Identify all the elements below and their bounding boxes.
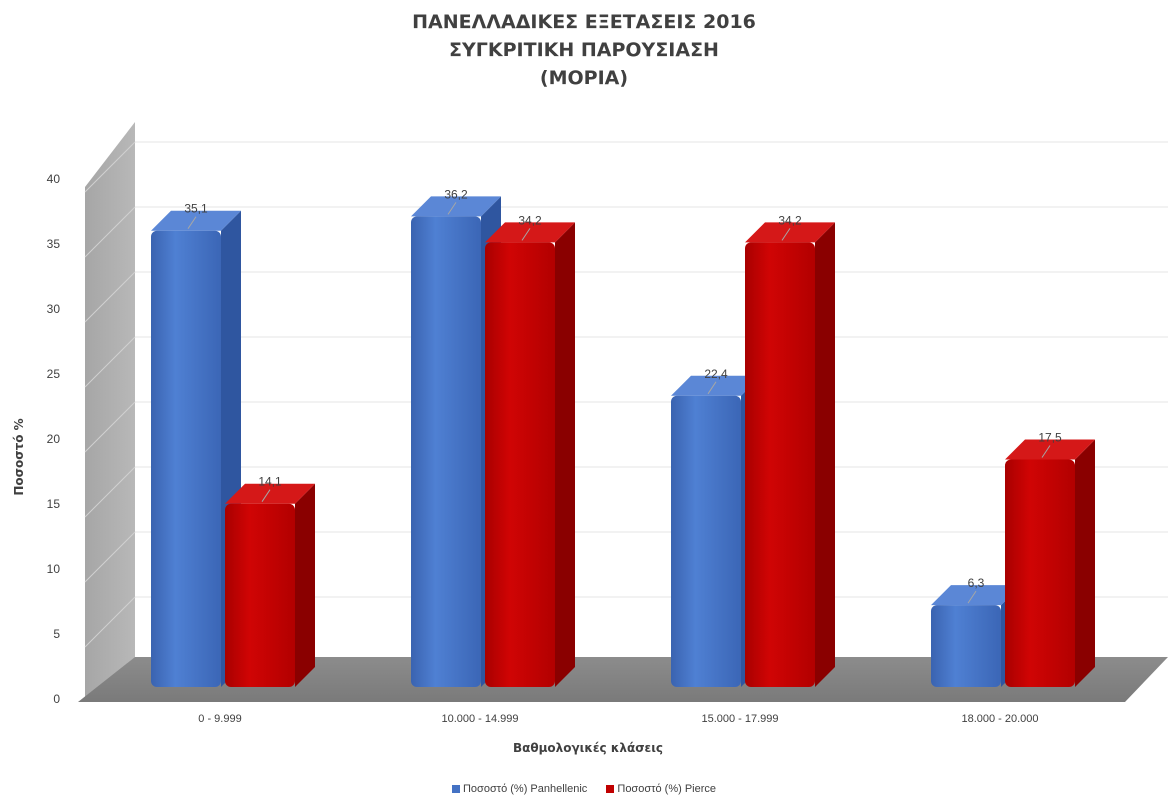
bar-0-2 <box>671 396 741 687</box>
y-tick-label: 40 <box>47 172 61 186</box>
legend-label-panhellenic: Ποσοστό (%) Panhellenic <box>463 783 587 795</box>
bar-0-0 <box>151 231 221 687</box>
data-label: 34,2 <box>518 213 542 227</box>
bar-1-2 <box>745 242 815 687</box>
y-tick-label: 0 <box>53 692 60 706</box>
side-wall <box>85 122 135 702</box>
legend: Ποσοστό (%) Panhellenic Ποσοστό (%) Pier… <box>0 783 1168 796</box>
x-tick-label: 10.000 - 14.999 <box>441 713 518 725</box>
bar-0-1 <box>411 216 481 687</box>
legend-label-pierce: Ποσοστό (%) Pierce <box>617 783 716 795</box>
y-tick-label: 25 <box>47 367 61 381</box>
bar-0-3 <box>931 605 1001 687</box>
bar-side-1-2 <box>815 222 835 687</box>
bar-side-1-1 <box>555 222 575 687</box>
y-axis-title: Ποσοστό % <box>12 418 26 495</box>
bar-1-1 <box>485 242 555 687</box>
bar-side-1-3 <box>1075 440 1095 688</box>
x-tick-label: 15.000 - 17.999 <box>701 713 778 725</box>
bar-side-1-0 <box>295 484 315 687</box>
chart-plot: 35,1 14,1 36,2 34,2 22,4 34,2 6,3 17,5 0 5 10 15 20… <box>0 0 1168 780</box>
legend-swatch-red <box>606 785 614 793</box>
x-tick-label: 0 - 9.999 <box>198 713 241 725</box>
bar-1-0 <box>225 504 295 687</box>
x-axis-title: Βαθμολογικές κλάσεις <box>513 741 663 755</box>
y-tick-label: 30 <box>47 302 61 316</box>
data-label: 22,4 <box>704 367 728 381</box>
y-tick-label: 5 <box>53 627 60 641</box>
data-label: 34,2 <box>778 213 802 227</box>
data-label: 14,1 <box>258 475 282 489</box>
x-tick-label: 18.000 - 20.000 <box>961 713 1038 725</box>
y-tick-label: 35 <box>47 237 61 251</box>
y-tick-label: 15 <box>47 497 61 511</box>
y-tick-label: 20 <box>47 432 61 446</box>
legend-item-pierce: Ποσοστό (%) Pierce <box>606 783 716 795</box>
data-label: 17,5 <box>1038 431 1062 445</box>
data-label: 36,2 <box>444 187 468 201</box>
legend-swatch-blue <box>452 785 460 793</box>
y-tick-label: 10 <box>47 562 61 576</box>
data-label: 6,3 <box>968 576 985 590</box>
legend-item-panhellenic: Ποσοστό (%) Panhellenic <box>452 783 587 795</box>
bar-1-3 <box>1005 460 1075 688</box>
data-label: 35,1 <box>184 202 208 216</box>
